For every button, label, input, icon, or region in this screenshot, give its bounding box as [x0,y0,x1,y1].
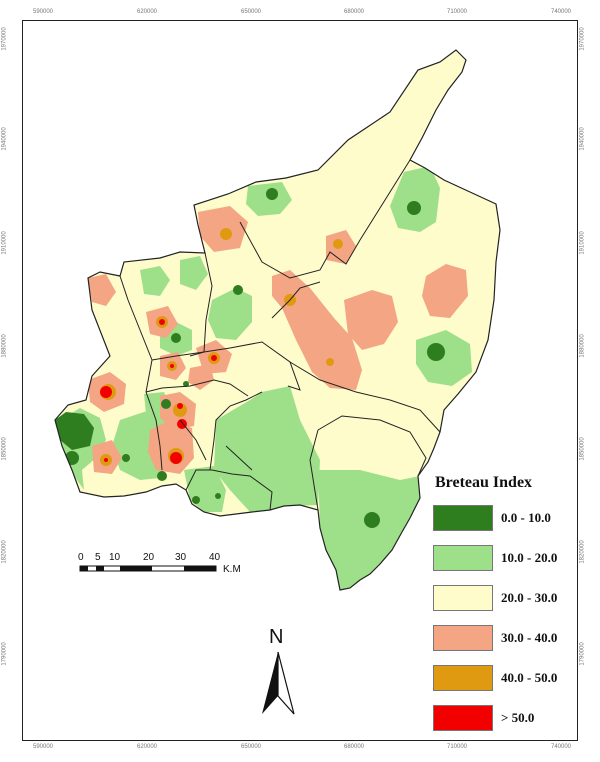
scale-unit: K.M [223,564,241,575]
zone-0-10 [55,412,94,450]
zone-10-20 [318,470,420,590]
x-tick-label: 620000 [137,744,158,750]
zone-40-50 [326,358,334,366]
legend-item: 40.0 - 50.0 [433,658,573,698]
zone-10-20 [390,166,440,232]
zone-0-10 [192,496,200,504]
legend-item: 30.0 - 40.0 [433,618,573,658]
zone-0-10 [215,493,221,499]
legend: Breteau Index 0.0 - 10.0 10.0 - 20.0 20.… [433,474,573,738]
zone-gt-50 [211,355,217,361]
zone-gt-50 [177,403,183,409]
zone-30-40 [188,364,214,390]
north-label: N [269,626,284,648]
zone-gt-50 [177,419,187,429]
legend-label: 40.0 - 50.0 [501,670,558,685]
zone-30-40 [88,274,116,306]
zone-gt-50 [159,319,165,325]
legend-item: 0.0 - 10.0 [433,498,573,538]
zone-0-10 [364,512,380,528]
zone-10-20 [180,256,208,290]
legend-swatch [433,625,493,651]
x-tick-label: 650000 [241,744,262,750]
zone-0-10 [407,201,421,215]
zone-0-10 [171,333,181,343]
zone-40-50 [333,239,343,249]
legend-item: > 50.0 [433,698,573,738]
zone-10-20 [208,288,252,340]
x-tick-label: 680000 [344,9,365,15]
zone-10-20 [214,386,320,512]
zone-30-40 [422,264,468,318]
legend-item: 10.0 - 20.0 [433,538,573,578]
zone-40-50 [220,228,232,240]
zone-gt-50 [170,364,174,368]
legend-label: 20.0 - 30.0 [501,590,558,605]
legend-title: Breteau Index [435,474,533,491]
district-boundaries [119,159,441,511]
zone-0-10 [233,285,243,295]
legend-swatch [433,705,493,731]
study-region-boundary [54,49,501,591]
x-tick-label: 590000 [33,9,54,15]
scale-bar [79,565,217,572]
x-tick-label: 680000 [344,744,365,750]
scale-label: 40 [209,552,221,563]
zone-0-10 [427,343,445,361]
x-tick-label: 590000 [33,744,54,750]
zone-0-10 [161,399,171,409]
zone-gt-50 [170,452,182,464]
scale-label: 30 [175,552,187,563]
legend-label: 0.0 - 10.0 [501,510,551,525]
zone-10-20 [416,330,472,386]
scale-label: 20 [143,552,155,563]
legend-swatch [433,585,493,611]
x-tick-label: 740000 [551,744,572,750]
legend-swatch [433,665,493,691]
legend-swatch [433,545,493,571]
legend-label: > 50.0 [501,710,535,725]
scale-label: 5 [95,552,101,563]
legend-swatch [433,505,493,531]
legend-label: 10.0 - 20.0 [501,550,558,565]
legend-label: 30.0 - 40.0 [501,630,558,645]
zone-gt-50 [100,386,112,398]
zone-10-20 [140,266,170,296]
x-tick-label: 650000 [241,9,262,15]
north-arrow-icon [262,651,295,715]
x-tick-label: 710000 [447,744,468,750]
zone-0-10 [183,381,189,387]
zone-30-40 [344,290,398,350]
x-tick-label: 710000 [447,9,468,15]
zone-0-10 [122,454,130,462]
scale-label: 0 [78,552,84,563]
legend-item: 20.0 - 30.0 [433,578,573,618]
x-tick-label: 740000 [551,9,572,15]
scale-label: 10 [109,552,121,563]
zone-0-10 [157,471,167,481]
x-tick-label: 620000 [137,9,158,15]
zone-0-10 [266,188,278,200]
district-shading [54,49,501,591]
zone-40-50 [173,403,187,417]
zone-gt-50 [104,458,108,462]
